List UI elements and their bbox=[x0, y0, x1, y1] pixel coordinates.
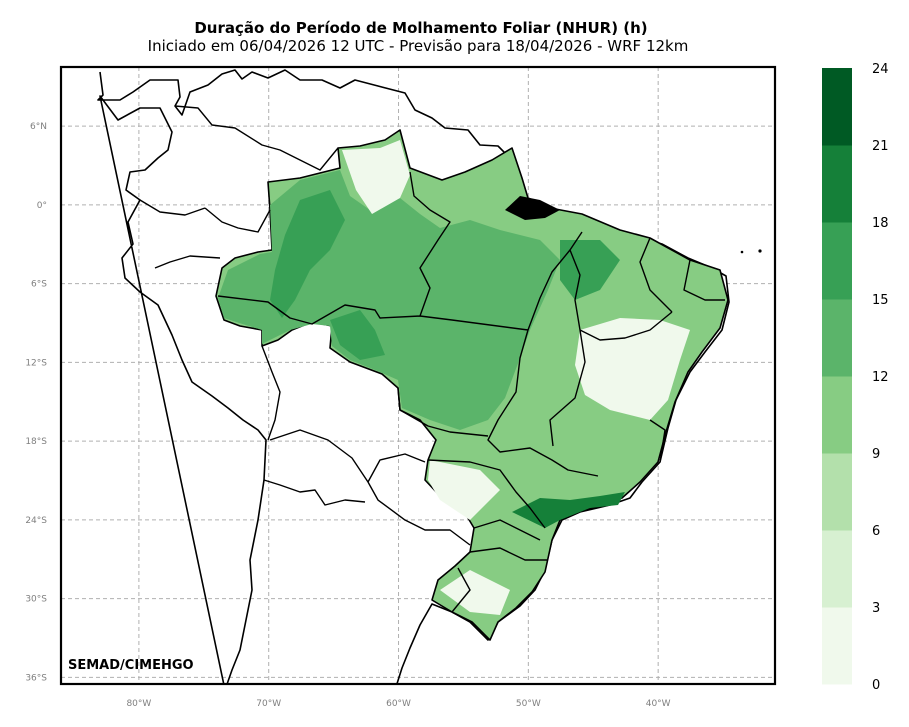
colorbar-segment bbox=[822, 607, 852, 685]
colorbar-segment bbox=[822, 376, 852, 454]
map-frame bbox=[59, 65, 777, 686]
colorbar-tick-label: 24 bbox=[872, 62, 889, 77]
colorbar-tick-label: 3 bbox=[872, 601, 880, 616]
lat-tick-label: 12°S bbox=[25, 358, 47, 368]
lon-tick-label: 80°W bbox=[126, 699, 151, 709]
credit-label: SEMAD/CIMEHGO bbox=[68, 658, 194, 673]
lat-tick-label: 18°S bbox=[25, 437, 47, 447]
colorbar-segment bbox=[822, 530, 852, 608]
colorbar-segment bbox=[822, 68, 852, 146]
colorbar-tick-label: 18 bbox=[872, 216, 889, 231]
island-marker bbox=[740, 250, 744, 254]
colorbar-segment bbox=[822, 145, 852, 223]
colorbar-tick-label: 21 bbox=[872, 139, 889, 154]
lon-tick-label: 50°W bbox=[516, 699, 541, 709]
lon-tick-label: 60°W bbox=[386, 699, 411, 709]
amazon-peak-hours bbox=[270, 190, 620, 360]
lon-tick-label: 40°W bbox=[646, 699, 671, 709]
lat-tick-label: 36°S bbox=[25, 673, 47, 683]
colorbar-segment bbox=[822, 222, 852, 300]
map-title: Duração do Período de Molhamento Foliar … bbox=[194, 19, 648, 37]
lat-tick-label: 30°S bbox=[25, 595, 47, 605]
colorbar-tick-label: 15 bbox=[872, 293, 889, 308]
island-marker bbox=[758, 249, 762, 253]
northeast-low-hours bbox=[342, 140, 690, 615]
map-plot-area: SEMAD/CIMEHGO bbox=[61, 67, 775, 684]
lat-tick-label: 6°N bbox=[30, 122, 47, 132]
colorbar-tick-label: 12 bbox=[872, 370, 889, 385]
lat-tick-label: 24°S bbox=[25, 516, 47, 526]
colorbar-tick-labels: 0 3 6 9 12 15 18 21 24 bbox=[872, 62, 889, 693]
lat-tick-label: 0° bbox=[37, 201, 47, 211]
map-subtitle: Iniciado em 06/04/2026 12 UTC - Previsão… bbox=[147, 37, 689, 55]
colorbar-tick-label: 9 bbox=[872, 447, 880, 462]
country-boundaries bbox=[139, 105, 471, 613]
lat-tick-label: 6°S bbox=[31, 280, 47, 290]
amazon-river-mouth bbox=[505, 196, 560, 220]
southeast-coastal-high bbox=[512, 492, 625, 528]
state-boundaries bbox=[217, 171, 725, 561]
colorbar bbox=[822, 68, 852, 685]
colorbar-segment bbox=[822, 299, 852, 377]
lon-tick-label: 70°W bbox=[256, 699, 281, 709]
colorbar-tick-label: 0 bbox=[872, 678, 880, 693]
longitude-tick-labels: 80°W 70°W 60°W 50°W 40°W bbox=[126, 699, 670, 709]
colorbar-segment bbox=[822, 453, 852, 531]
colorbar-tick-label: 6 bbox=[872, 524, 880, 539]
latitude-tick-labels: 6°N 0° 6°S 12°S 18°S 24°S 30°S 36°S bbox=[25, 122, 47, 683]
